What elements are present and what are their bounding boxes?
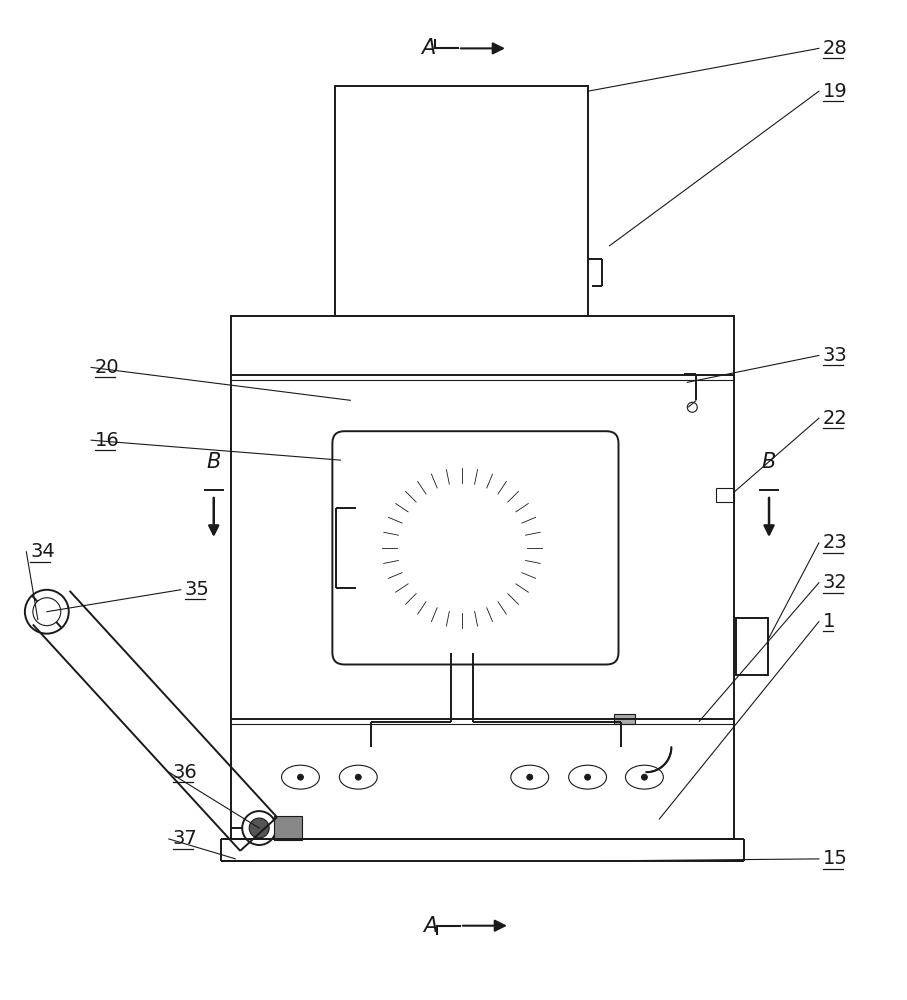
- Text: 28: 28: [823, 39, 848, 58]
- Text: 36: 36: [173, 763, 198, 782]
- Circle shape: [356, 774, 361, 780]
- Bar: [717, 488, 734, 502]
- Text: B: B: [762, 452, 776, 472]
- Text: B: B: [207, 452, 221, 472]
- Circle shape: [501, 647, 509, 655]
- Bar: [336, 86, 588, 316]
- Circle shape: [415, 441, 424, 449]
- Circle shape: [585, 774, 590, 780]
- Text: 22: 22: [823, 409, 848, 428]
- Bar: [613, 714, 636, 724]
- Text: A: A: [423, 916, 437, 936]
- Text: 20: 20: [95, 358, 120, 377]
- Circle shape: [501, 441, 509, 449]
- Circle shape: [641, 774, 648, 780]
- Ellipse shape: [339, 765, 377, 789]
- Circle shape: [297, 774, 304, 780]
- Text: 35: 35: [185, 580, 210, 599]
- Bar: [274, 816, 302, 840]
- Text: 16: 16: [95, 431, 120, 450]
- Circle shape: [415, 647, 424, 655]
- Text: 1: 1: [823, 612, 835, 631]
- Circle shape: [355, 501, 363, 509]
- Text: 33: 33: [823, 346, 848, 365]
- Ellipse shape: [281, 765, 319, 789]
- Text: 34: 34: [30, 542, 55, 561]
- Bar: [230, 316, 734, 839]
- Text: 15: 15: [823, 849, 848, 868]
- Text: 23: 23: [823, 533, 848, 552]
- Bar: [736, 618, 768, 675]
- Text: 37: 37: [173, 829, 198, 848]
- Circle shape: [561, 501, 569, 509]
- Circle shape: [414, 500, 510, 596]
- Ellipse shape: [511, 765, 549, 789]
- Circle shape: [561, 587, 569, 595]
- Circle shape: [527, 774, 532, 780]
- Circle shape: [355, 587, 363, 595]
- Ellipse shape: [626, 765, 663, 789]
- Ellipse shape: [569, 765, 607, 789]
- FancyBboxPatch shape: [332, 431, 619, 664]
- Text: 19: 19: [823, 82, 848, 101]
- Circle shape: [249, 818, 269, 838]
- Text: 32: 32: [823, 573, 848, 592]
- Text: A: A: [421, 38, 435, 58]
